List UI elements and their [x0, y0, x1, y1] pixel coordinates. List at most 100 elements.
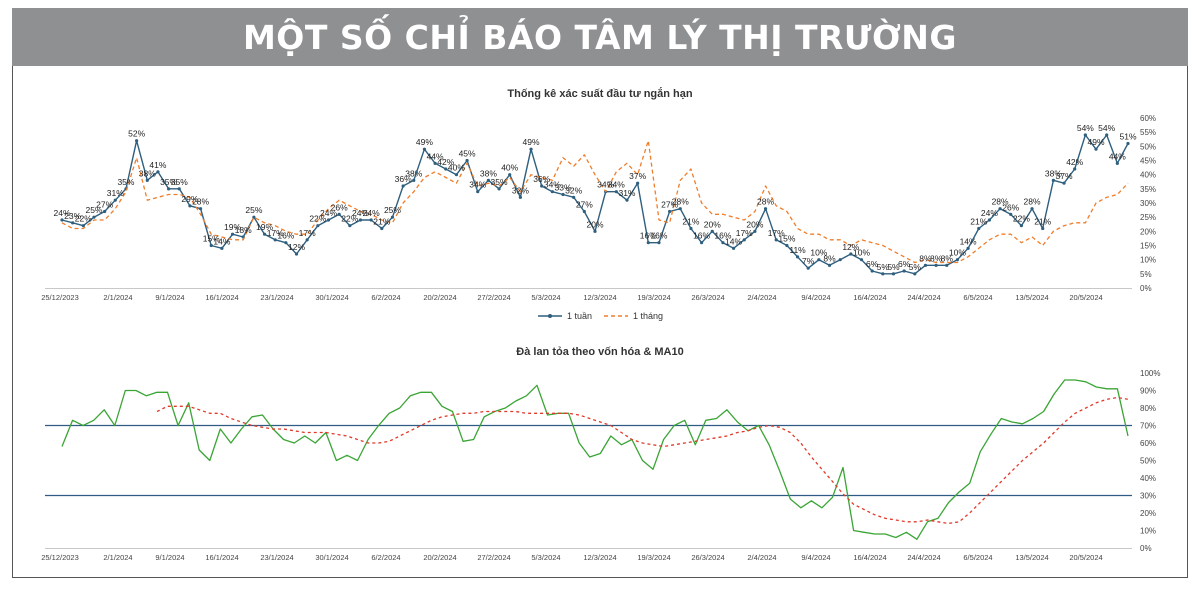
chart-1-series-1-point — [636, 181, 640, 185]
chart-1-data-label: 52% — [128, 129, 145, 139]
chart-1-series-1-point — [785, 243, 789, 248]
chart-1-series-1-point — [529, 147, 533, 151]
chart-2-y-tick: 100% — [1140, 369, 1160, 378]
chart-1-data-label: 37% — [629, 171, 646, 181]
chart-1-series-1-point — [273, 238, 277, 242]
chart-1-series-1-point — [838, 258, 842, 262]
chart-2-y-tick: 0% — [1140, 544, 1152, 553]
chart-1-series-1-point — [689, 226, 693, 231]
chart-1-series-1-point — [60, 218, 64, 222]
chart-1-data-label: 21% — [682, 217, 699, 227]
chart-2-x-tick: 24/4/2024 — [907, 553, 940, 562]
chart-2-x-tick: 26/3/2024 — [691, 553, 724, 562]
chart-1-data-label: 17% — [267, 228, 284, 238]
chart-1-data-label: 24% — [363, 208, 380, 218]
chart-1-title: Thống kê xác suất đầu tư ngắn hạn — [507, 87, 692, 100]
chart-1-series-1-point — [987, 218, 992, 222]
chart-2-y-tick: 60% — [1140, 439, 1156, 448]
chart-1-data-label: 14% — [960, 236, 977, 246]
chart-1-data-label: 23% — [64, 211, 81, 221]
chart-1-x-tick: 13/5/2024 — [1015, 293, 1048, 302]
chart-1-data-label: 54% — [1077, 123, 1094, 133]
chart-2-y-tick: 30% — [1140, 492, 1156, 501]
chart-1-data-label: 21% — [1034, 217, 1051, 227]
chart-1-series-1-point — [678, 207, 682, 211]
chart-1-series-1-point — [1073, 167, 1077, 171]
chart-1-data-label: 35% — [171, 177, 188, 187]
chart-1-data-label: 17% — [768, 228, 785, 238]
chart-1-x-tick: 20/5/2024 — [1069, 293, 1102, 302]
banner-title: MỘT SỐ CHỈ BÁO TÂM LÝ THỊ TRƯỜNG — [242, 17, 958, 57]
chart-1-series-1-point — [81, 224, 85, 228]
chart-1-data-label: 31% — [618, 188, 635, 198]
chart-1-data-label: 35% — [491, 177, 508, 187]
chart-1-x-tick: 6/2/2024 — [371, 293, 400, 302]
chart-1-series-1-point — [444, 167, 448, 171]
chart-1-series-1-point — [817, 258, 821, 262]
chart-1-data-label: 38% — [480, 168, 497, 178]
chart-1-series-1-point — [209, 243, 213, 248]
chart-1-data-label: 32% — [512, 185, 529, 195]
chart-1-series-1-point — [252, 215, 256, 219]
chart-1-x-tick: 30/1/2024 — [315, 293, 348, 302]
chart-1-data-label: 38% — [405, 168, 422, 178]
chart-1-x-tick: 2/1/2024 — [103, 293, 132, 302]
chart-1-series-1-point — [1062, 181, 1066, 185]
chart-1-data-label: 49% — [416, 137, 433, 147]
chart-1-x-tick: 26/3/2024 — [691, 293, 724, 302]
chart-1-series-1-point — [977, 226, 981, 231]
chart-1-series-1-point — [902, 269, 906, 273]
chart-1-series-1-point — [731, 246, 736, 250]
chart-1-series-1-point — [412, 178, 416, 182]
chart-1-data-label: 20% — [586, 219, 603, 229]
chart-1-series-1-point — [710, 229, 714, 233]
chart-1-series-1-point — [316, 224, 320, 228]
chart-1-y-tick: 55% — [1140, 128, 1156, 137]
chart-2-x-tick: 12/3/2024 — [583, 553, 616, 562]
chart-1-data-label: 29% — [181, 194, 198, 204]
chart-1-data-label: 6% — [866, 259, 879, 269]
chart-2-series-1-line — [61, 379, 1129, 540]
chart-1-series-1-point — [486, 178, 490, 182]
chart-1-y-tick: 40% — [1140, 171, 1156, 180]
chart-1-data-label: 25% — [384, 205, 401, 215]
chart-1-series-1-point — [1083, 133, 1087, 137]
chart-1-data-label: 25% — [85, 205, 102, 215]
chart-1-data-label: 12% — [288, 242, 305, 252]
chart-1-series-2-line — [61, 140, 1129, 264]
chart-1-x-tick: 27/2/2024 — [477, 293, 510, 302]
chart-2-x-tick: 30/1/2024 — [315, 553, 348, 562]
legend-monthly-label: 1 tháng — [633, 311, 663, 321]
chart-1-series-1-point — [262, 232, 267, 236]
chart-1-data-label: 51% — [1119, 132, 1136, 142]
chart-1-x-tick: 20/2/2024 — [423, 293, 456, 302]
chart-1-series-1-point — [955, 258, 960, 262]
chart-1-data-label: 10% — [853, 248, 870, 258]
chart-1-data-label: 14% — [725, 236, 742, 246]
chart-1-data-label: 38% — [139, 168, 156, 178]
chart-1-data-label: 20% — [746, 219, 763, 229]
chart-1-data-label: 22% — [1013, 214, 1030, 224]
chart-1-data-label: 34% — [469, 180, 486, 190]
chart-2-y-tick: 40% — [1140, 474, 1156, 483]
chart-1-series-1-point — [763, 207, 768, 211]
chart-1-series-1-point — [668, 209, 672, 214]
chart-1-x-tick: 19/3/2024 — [637, 293, 670, 302]
chart-1-series-1-point — [305, 238, 309, 242]
chart-1-series-1-point — [167, 187, 171, 191]
chart-frame — [12, 66, 1188, 578]
chart-1-y-tick: 30% — [1140, 199, 1156, 208]
chart-1-data-label: 5% — [877, 262, 890, 272]
chart-1-series-1-point — [433, 161, 437, 165]
chart-1-y-tick: 50% — [1140, 142, 1156, 151]
chart-2-y-tick: 70% — [1140, 422, 1156, 431]
chart-1-series-1-point — [1051, 178, 1055, 182]
chart-1-data-label: 45% — [459, 149, 476, 159]
chart-1-data-label: 28% — [1024, 197, 1041, 207]
chart-1-data-label: 31% — [107, 188, 124, 198]
chart-1-y-tick: 35% — [1140, 185, 1156, 194]
chart-1-series-1-point — [390, 215, 395, 219]
chart-1-series-1-point — [945, 263, 949, 267]
chart-1-series-1-point — [135, 139, 139, 143]
